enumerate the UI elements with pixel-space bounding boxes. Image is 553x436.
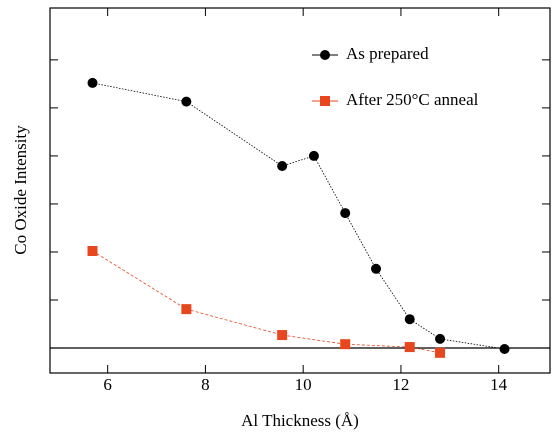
legend-label: As prepared — [346, 44, 429, 63]
data-point — [181, 304, 192, 315]
x-tick-label: 8 — [201, 375, 210, 394]
legend-marker — [320, 50, 330, 60]
plot-frame — [49, 7, 551, 374]
data-point — [308, 150, 319, 161]
data-point — [277, 330, 288, 341]
data-point — [435, 347, 446, 358]
series-line — [92, 82, 505, 350]
x-axis-label: Al Thickness (Å) — [241, 411, 359, 430]
data-point — [87, 246, 98, 257]
x-tick-label: 6 — [103, 375, 112, 394]
y-axis-label: Co Oxide Intensity — [11, 125, 30, 255]
series-line — [92, 250, 441, 354]
x-tick-label: 14 — [490, 375, 508, 394]
data-point — [371, 263, 382, 274]
data-point — [340, 339, 351, 350]
data-point — [404, 342, 415, 353]
data-point — [435, 333, 446, 344]
x-tick-label: 12 — [392, 375, 409, 394]
legend-label: After 250°C anneal — [346, 90, 479, 109]
data-point — [181, 96, 192, 107]
x-tick-label: 10 — [295, 375, 312, 394]
data-point — [404, 314, 415, 325]
legend-marker — [320, 96, 330, 106]
data-point — [87, 77, 98, 88]
data-point — [277, 161, 288, 172]
data-point — [499, 343, 510, 354]
data-point — [340, 208, 351, 219]
